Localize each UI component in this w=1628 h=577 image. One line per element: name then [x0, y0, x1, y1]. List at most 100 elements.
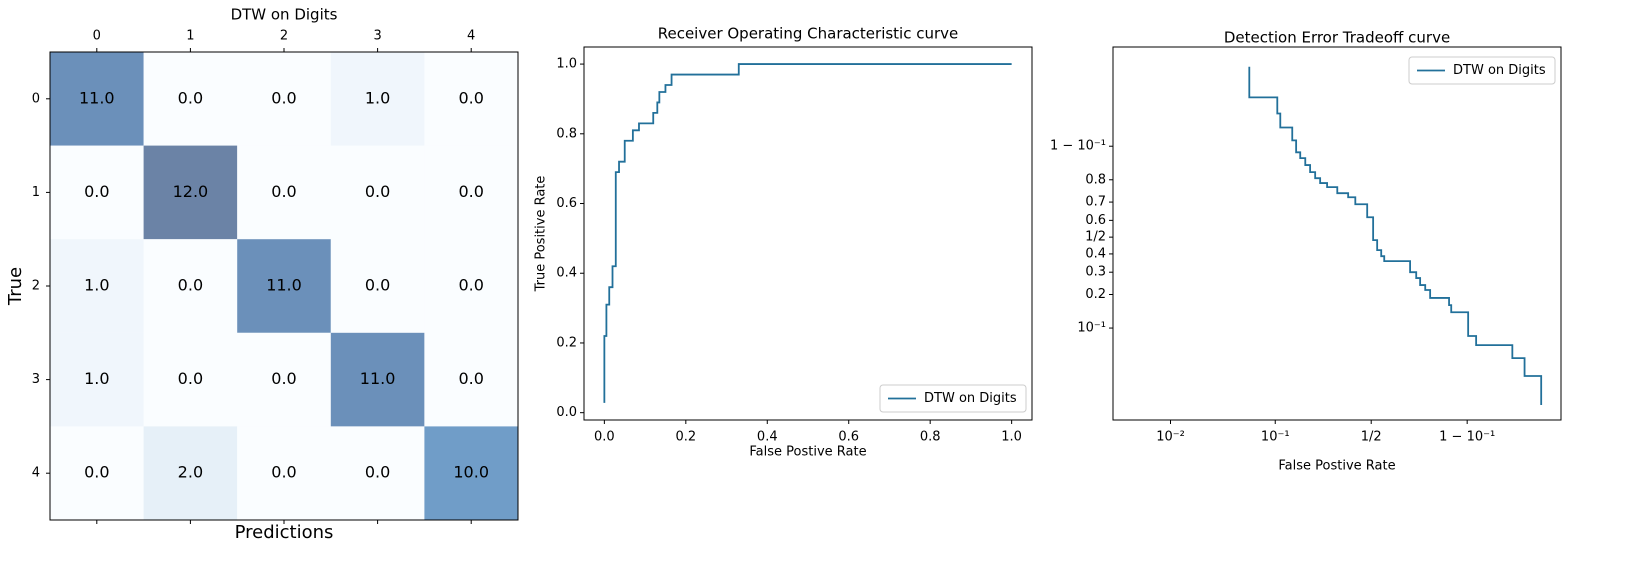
y-tick-label: 0 [32, 91, 40, 106]
cell-label: 0.0 [84, 463, 109, 482]
x-tick-label: 0.8 [920, 430, 941, 445]
cell-label: 0.0 [365, 182, 390, 201]
legend-label: DTW on Digits [924, 391, 1017, 406]
cell-label: 1.0 [84, 369, 109, 388]
heatmap-cell [424, 332, 518, 427]
y-tick-label: 4 [32, 466, 40, 481]
cell-label: 0.0 [365, 276, 390, 295]
heatmap-cell [424, 52, 518, 146]
x-tick-label: 1 − 10⁻¹ [1439, 430, 1495, 445]
y-tick-label: 1 [32, 185, 40, 200]
cell-label: 0.0 [178, 88, 203, 107]
chart-title: Receiver Operating Characteristic curve [658, 25, 959, 43]
y-tick-label: 1 − 10⁻¹ [1050, 139, 1106, 154]
heatmap-cell [330, 52, 425, 146]
legend-box [879, 384, 1027, 413]
cell-label: 10.0 [453, 463, 489, 482]
y-tick-label: 0.4 [1085, 246, 1106, 261]
x-tick-label: 1/2 [1361, 430, 1382, 445]
heatmap-cell [424, 239, 518, 333]
heatmap-cell [143, 52, 238, 146]
cell-label: 0.0 [178, 369, 203, 388]
y-tick-label: 0.2 [1085, 287, 1106, 302]
cell-label: 0.0 [178, 276, 203, 295]
y-tick-label: 0.8 [1085, 172, 1106, 187]
y-tick-label: 0.4 [556, 266, 577, 281]
plot-frame [583, 46, 1033, 421]
cell-label: 0.0 [271, 182, 296, 201]
x-tick-label: 1.0 [1001, 430, 1022, 445]
y-tick-label: 0.6 [1085, 213, 1106, 228]
cell-label: 1.0 [365, 88, 390, 107]
heatmap-cell [237, 332, 331, 427]
heatmap-cell [330, 426, 425, 520]
x-tick-label: 0.4 [757, 430, 778, 445]
x-tick-label: 3 [373, 29, 381, 44]
cell-label: 11.0 [266, 276, 302, 295]
heatmap-cell [424, 426, 518, 520]
y-tick-label: 0.8 [556, 126, 577, 141]
cell-label: 0.0 [271, 88, 296, 107]
heatmap-cell [330, 332, 425, 427]
y-tick-label: 0.7 [1085, 195, 1106, 210]
heatmap-cell [330, 145, 425, 240]
y-axis-label: True Positive Rate [534, 176, 549, 293]
heatmap-cell [143, 145, 238, 240]
heatmap-cell [143, 239, 238, 333]
y-axis-label: True [5, 267, 26, 306]
heatmap-cell [50, 332, 144, 427]
x-tick-label: 0.2 [675, 430, 696, 445]
cell-label: 0.0 [458, 88, 483, 107]
heatmap-cell [50, 145, 144, 240]
cell-label: 0.0 [458, 369, 483, 388]
legend-label: DTW on Digits [1453, 63, 1546, 78]
cell-label: 0.0 [458, 182, 483, 201]
heatmap-cell [237, 52, 331, 146]
heatmap-cell [50, 239, 144, 333]
heatmap-cell [330, 239, 425, 333]
x-tick-label: 1 [186, 29, 194, 44]
cell-label: 11.0 [79, 88, 115, 107]
cell-label: 0.0 [271, 463, 296, 482]
plot-frame [1112, 46, 1562, 421]
heatmap-cell [50, 426, 144, 520]
cell-label: 2.0 [178, 463, 203, 482]
cell-label: 1.0 [84, 276, 109, 295]
y-tick-label: 0.6 [556, 196, 577, 211]
heatmap-cell [424, 145, 518, 240]
x-tick-label: 4 [467, 29, 475, 44]
x-tick-label: 2 [280, 29, 288, 44]
y-tick-label: 0.0 [556, 405, 577, 420]
y-tick-label: 2 [32, 279, 40, 294]
x-tick-label: 10⁻² [1156, 430, 1185, 445]
heatmap-cell [237, 239, 331, 333]
line [1248, 66, 1543, 406]
chart-title: Detection Error Tradeoff curve [1224, 29, 1450, 47]
cell-label: 12.0 [173, 182, 209, 201]
heatmap-cell [143, 332, 238, 427]
x-axis-label: False Postive Rate [749, 445, 866, 460]
heatmap-cell [237, 426, 331, 520]
x-tick-label: 0 [93, 29, 101, 44]
line [603, 63, 1012, 403]
x-tick-label: 10⁻¹ [1261, 430, 1290, 445]
cell-label: 0.0 [365, 463, 390, 482]
cell-label: 11.0 [360, 369, 396, 388]
heatmap-cell [143, 426, 238, 520]
cell-label: 0.0 [84, 182, 109, 201]
x-tick-label: 0.6 [838, 430, 859, 445]
y-tick-label: 0.2 [556, 335, 577, 350]
cell-label: 0.0 [458, 276, 483, 295]
y-tick-label: 3 [32, 372, 40, 387]
legend-box [1408, 56, 1556, 85]
x-axis-label: False Postive Rate [1278, 459, 1395, 474]
heatmap-cell [237, 145, 331, 240]
cell-label: 0.0 [271, 369, 296, 388]
y-tick-label: 0.3 [1085, 265, 1106, 280]
x-axis-label: Predictions [235, 522, 334, 543]
chart-title: DTW on Digits [231, 6, 338, 24]
heatmap-cell [50, 52, 144, 146]
y-tick-label: 10⁻¹ [1077, 321, 1106, 336]
